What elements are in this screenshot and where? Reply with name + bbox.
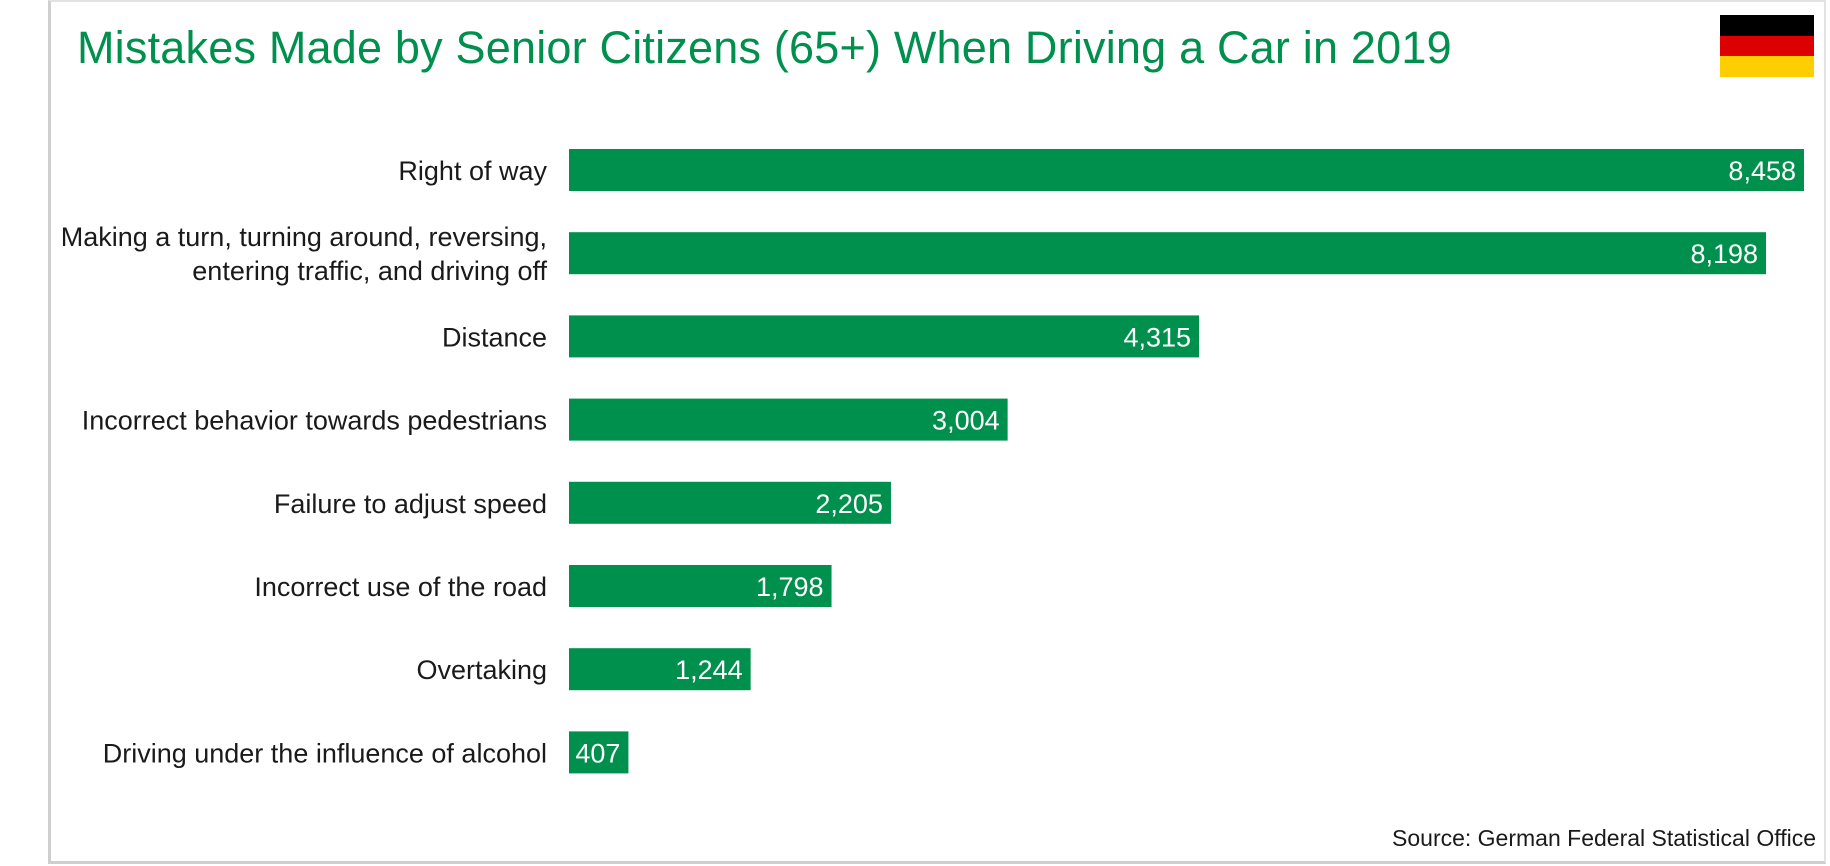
value-label-7: 407 xyxy=(575,738,620,768)
bar-5 xyxy=(569,565,832,607)
value-label-5: 1,798 xyxy=(756,572,824,602)
bar-2 xyxy=(569,315,1200,358)
germany-flag-icon xyxy=(1720,15,1814,77)
value-label-4: 2,205 xyxy=(815,489,883,519)
bar-3 xyxy=(569,398,1008,441)
bar-7 xyxy=(569,731,629,774)
category-label-2: Distance xyxy=(442,322,547,352)
source-note: Source: German Federal Statistical Offic… xyxy=(1392,825,1816,851)
flag-stripe-red xyxy=(1720,36,1814,56)
category-label-3: Incorrect behavior towards pedestrians xyxy=(82,406,547,436)
flag-stripe-gold xyxy=(1720,56,1814,77)
category-label-0: Right of way xyxy=(398,156,547,186)
value-label-6: 1,244 xyxy=(675,655,743,685)
category-label-5: Incorrect use of the road xyxy=(254,572,547,602)
value-label-0: 8,458 xyxy=(1728,156,1796,186)
value-label-2: 4,315 xyxy=(1123,322,1191,352)
chart-frame xyxy=(48,0,1826,864)
category-label-6: Overtaking xyxy=(416,655,547,685)
category-label-4: Failure to adjust speed xyxy=(274,489,547,519)
category-label-7: Driving under the influence of alcohol xyxy=(103,738,547,768)
category-label-1-line-1: entering traffic, and driving off xyxy=(192,256,547,286)
bar-1 xyxy=(569,232,1767,275)
bar-4 xyxy=(569,481,891,524)
value-label-1: 8,198 xyxy=(1690,239,1758,269)
category-label-1-line-0: Making a turn, turning around, reversing… xyxy=(61,222,547,252)
bar-6 xyxy=(569,648,751,691)
chart-title: Mistakes Made by Senior Citizens (65+) W… xyxy=(77,22,1452,73)
bar-0 xyxy=(569,149,1804,191)
flag-stripe-black xyxy=(1720,15,1814,36)
value-label-3: 3,004 xyxy=(932,406,1000,436)
